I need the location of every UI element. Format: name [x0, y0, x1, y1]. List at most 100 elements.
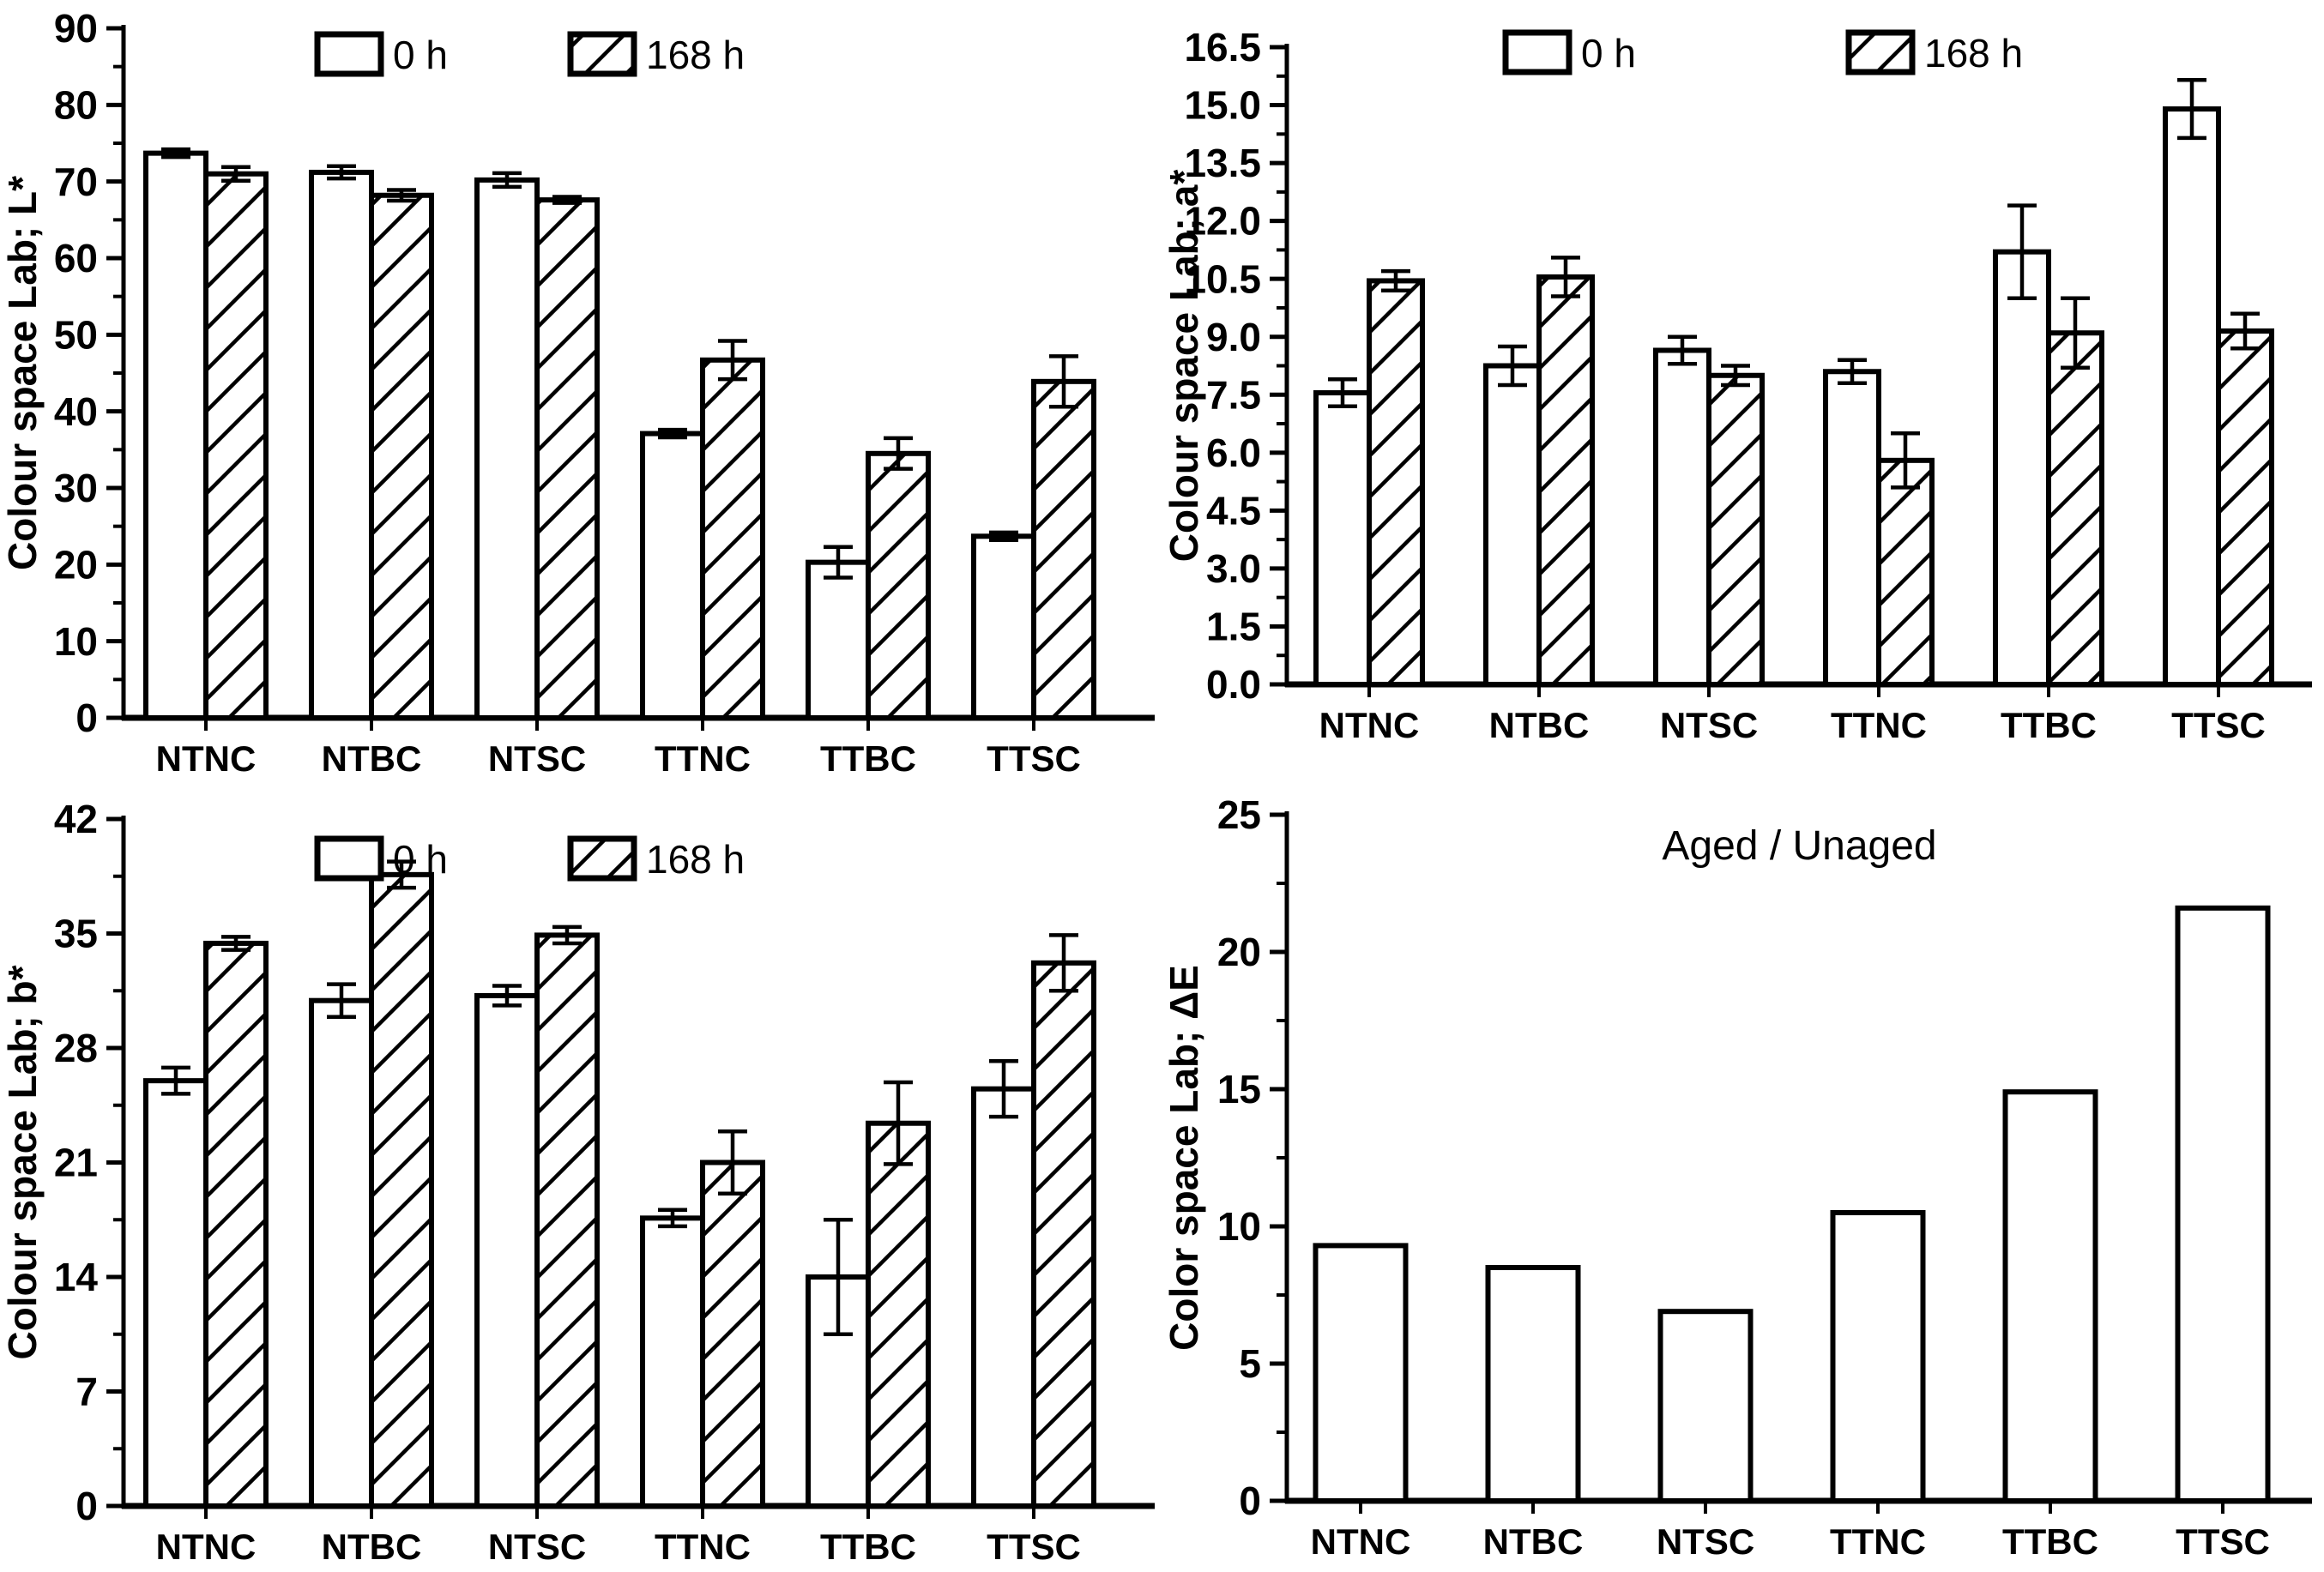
y-tick-label: 13.5	[1184, 141, 1261, 185]
legend-swatch-solid	[1502, 29, 1572, 75]
panel-lightness-L: Colour space Lab; L* 0 10 20 30 40 50 60 70 80 90 N…	[0, 0, 1167, 786]
bar-TTNC-168h	[700, 1159, 765, 1509]
x-category-label: NTBC	[1489, 705, 1590, 745]
bar-TTSC-Aged/Unaged	[2175, 905, 2271, 1504]
bar-NTNC-0h	[143, 150, 208, 720]
y-tick-label: 25	[1217, 792, 1261, 837]
y-tick-label: 4.5	[1206, 488, 1261, 533]
bar-TTNC-Aged/Unaged	[1830, 1210, 1926, 1503]
error-bar-TTBC-0h	[824, 545, 853, 580]
bar-NTSC-168h	[1706, 372, 1765, 687]
bar-NTBC-0h	[309, 169, 374, 721]
error-bar-NTSC-0h	[492, 171, 522, 190]
bar-TTNC-0h	[1823, 369, 1881, 687]
x-category-label: NTSC	[488, 1527, 586, 1567]
y-tick-label: 14	[54, 1255, 99, 1299]
error-bar-TTSC-0h	[989, 1059, 1018, 1119]
bar-NTBC-0h	[309, 997, 374, 1509]
error-bar-TTSC-168h	[1049, 354, 1078, 409]
x-category-label: TTNC	[1830, 1521, 1926, 1562]
y-tick-label: 50	[54, 312, 98, 357]
legend-swatch-hatched	[567, 835, 637, 882]
y-tick-label: 5	[1239, 1341, 1261, 1386]
bar-TTBC-168h	[866, 450, 931, 720]
y-tick-label: 20	[1217, 930, 1261, 974]
legend-label: 168 h	[1924, 31, 2023, 75]
y-axis-label: Colour space Lab; b*	[0, 965, 45, 1359]
error-bar-TTSC-0h	[989, 530, 1018, 542]
legend-swatch-solid	[314, 835, 384, 882]
y-tick-label: 42	[54, 797, 98, 841]
y-tick-label: 35	[54, 912, 98, 956]
x-category-label: NTNC	[156, 1527, 257, 1567]
error-bar-NTSC-168h	[1721, 364, 1750, 388]
y-axis-label: Colour space Lab; L*	[0, 176, 45, 570]
y-tick-label: 10	[1217, 1204, 1261, 1249]
bar-TTSC-168h	[2216, 328, 2274, 687]
y-tick-label: 1.5	[1206, 605, 1261, 649]
bar-NTBC-168h	[369, 192, 434, 721]
x-category-label: TTSC	[987, 1527, 1081, 1567]
x-category-label: NTSC	[488, 738, 586, 779]
error-bar-NTSC-0h	[1668, 334, 1697, 366]
error-bar-TTBC-0h	[824, 1218, 853, 1336]
bar-NTBC-168h	[369, 871, 434, 1509]
legend-label: 168 h	[646, 33, 745, 77]
x-category-label: NTBC	[1483, 1521, 1584, 1562]
error-bar-TTSC-168h	[2230, 311, 2260, 351]
bar-NTSC-0h	[1653, 347, 1711, 687]
bar-NTNC-168h	[203, 171, 269, 720]
bar-NTSC-168h	[534, 932, 600, 1509]
y-tick-label: 90	[54, 6, 98, 51]
y-tick-label: 0.0	[1206, 662, 1261, 707]
error-bar-NTNC-0h	[161, 1065, 190, 1096]
legend-swatch-solid	[314, 31, 384, 77]
y-tick-label: 15	[1217, 1067, 1261, 1111]
bar-TTBC-168h	[2046, 330, 2104, 687]
error-bar-NTBC-168h	[387, 859, 416, 890]
legend-label: 0 h	[393, 837, 448, 882]
bar-NTSC-0h	[474, 177, 540, 720]
y-tick-label: 21	[54, 1141, 98, 1185]
y-tick-label: 16.5	[1184, 25, 1261, 69]
legend-swatch-hatched	[567, 31, 637, 77]
y-axis-label: Color space Lab; ΔE	[1167, 965, 1206, 1351]
legend-label: 0 h	[393, 33, 448, 77]
x-category-label: TTSC	[987, 738, 1081, 779]
bar-NTBC-0h	[1483, 363, 1542, 687]
x-category-label: TTNC	[655, 1527, 751, 1567]
error-bar-TTNC-168h	[718, 339, 747, 382]
x-category-label: TTBC	[820, 1527, 916, 1567]
error-bar-TTNC-168h	[1891, 431, 1920, 490]
x-category-label: NTNC	[1319, 705, 1420, 745]
error-bar-NTNC-168h	[221, 935, 251, 952]
x-category-label: TTBC	[2002, 1521, 2098, 1562]
error-bar-NTBC-168h	[387, 188, 416, 203]
series-aged-168h	[1367, 256, 2274, 687]
bar-TTSC-0h	[971, 1086, 1036, 1509]
bar-NTNC-0h	[143, 1078, 208, 1509]
x-category-label: NTBC	[322, 1527, 422, 1567]
bar-NTNC-168h	[203, 940, 269, 1509]
bar-NTSC-168h	[534, 197, 600, 720]
bar-NTBC-Aged/Unaged	[1485, 1265, 1581, 1503]
bar-TTNC-168h	[1876, 457, 1935, 687]
y-tick-label: 0	[75, 696, 98, 740]
x-category-label: TTSC	[2171, 705, 2266, 745]
error-bar-NTSC-168h	[552, 925, 582, 946]
x-category-label: TTNC	[1831, 705, 1927, 745]
series-unaged-0h	[1313, 905, 2271, 1504]
y-tick-label: 10.5	[1184, 256, 1261, 301]
bar-TTNC-168h	[700, 357, 765, 720]
panel-title: Aged / Unaged	[1662, 823, 1936, 869]
x-category-label: TTBC	[2001, 705, 2097, 745]
error-bar-NTNC-168h	[1381, 268, 1410, 292]
series-aged-168h	[203, 165, 1096, 721]
y-tick-label: 10	[54, 619, 98, 664]
bar-TTBC-Aged/Unaged	[2002, 1089, 2098, 1503]
error-bar-NTBC-0h	[327, 982, 356, 1020]
bar-NTNC-0h	[1313, 390, 1372, 687]
x-category-label: NTSC	[1660, 705, 1758, 745]
bar-TTSC-0h	[2163, 106, 2221, 688]
